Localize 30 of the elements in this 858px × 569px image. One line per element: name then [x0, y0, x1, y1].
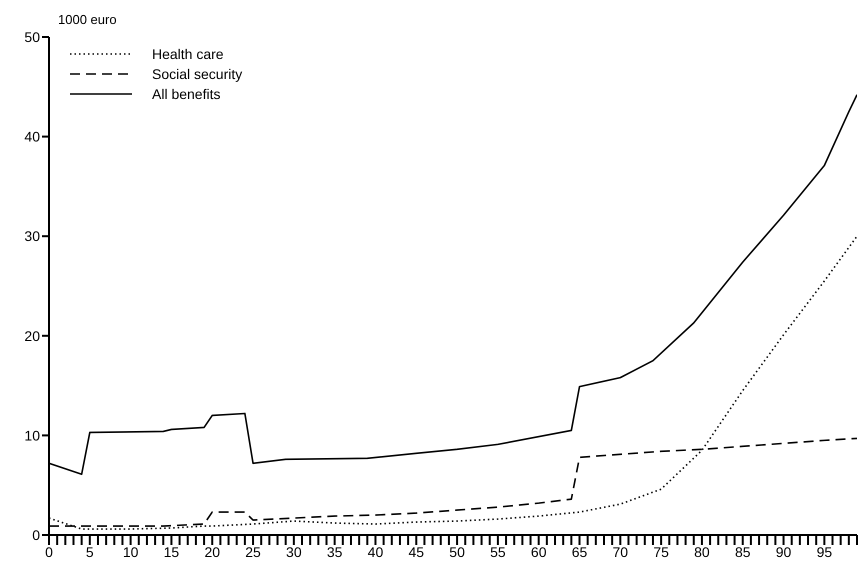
- x-tick-label: 85: [734, 544, 751, 560]
- y-tick-label: 0: [32, 526, 40, 543]
- x-tick-label: 45: [408, 544, 424, 560]
- x-tick-label: 95: [816, 544, 832, 560]
- x-tick-label: 0: [45, 544, 54, 560]
- x-tick-label: 25: [245, 544, 262, 560]
- x-tick-label: 70: [612, 544, 628, 560]
- x-tick-label: 80: [694, 544, 710, 560]
- y-axis-title: 1000 euro: [58, 12, 117, 27]
- x-tick-label: 65: [572, 544, 588, 560]
- x-tick-label: 55: [490, 544, 506, 560]
- legend-label: Social security: [152, 66, 242, 82]
- x-tick-label: 35: [326, 544, 343, 560]
- y-tick-label: 40: [24, 128, 40, 145]
- y-tick-label: 30: [24, 228, 40, 244]
- x-tick-label: 60: [530, 544, 547, 560]
- x-tick-label: 10: [122, 544, 139, 560]
- x-tick-label: 20: [204, 544, 220, 560]
- x-tick-label: 15: [164, 544, 180, 560]
- legend-label: Health care: [152, 46, 224, 62]
- x-tick-label: 75: [653, 544, 670, 560]
- x-tick-label: 90: [776, 544, 792, 560]
- x-tick-label: 5: [86, 544, 94, 560]
- x-tick-label: 50: [449, 544, 466, 560]
- x-tick-label: 40: [368, 544, 384, 560]
- y-tick-label: 50: [24, 28, 40, 45]
- legend-label: All benefits: [152, 86, 220, 102]
- x-tick-label: 30: [286, 544, 302, 560]
- y-tick-label: 10: [24, 427, 40, 444]
- y-tick-label: 20: [24, 328, 40, 344]
